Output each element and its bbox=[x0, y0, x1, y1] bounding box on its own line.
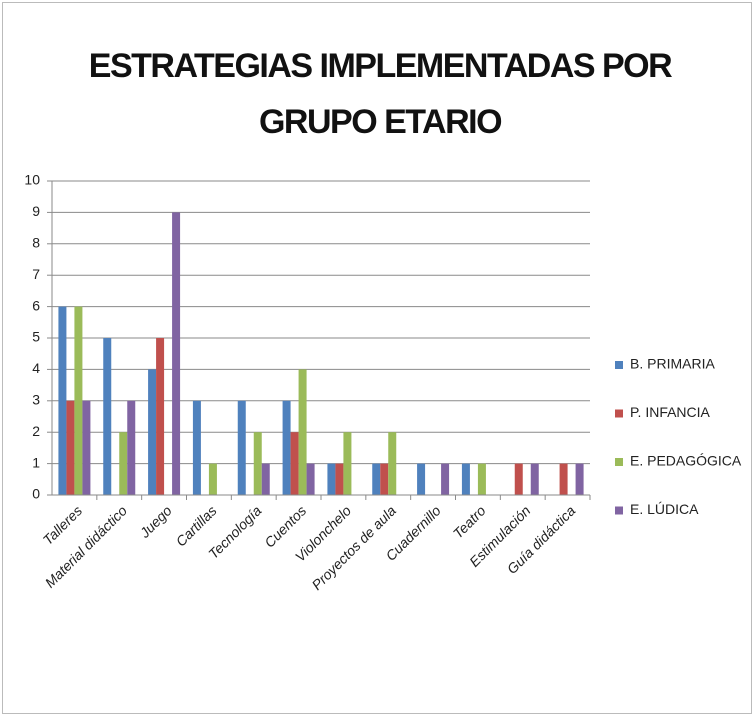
bar bbox=[237, 400, 246, 495]
y-tick-label: 10 bbox=[24, 172, 40, 188]
bar bbox=[58, 306, 67, 495]
bar bbox=[298, 369, 307, 495]
bar bbox=[192, 400, 201, 495]
legend-swatch bbox=[615, 458, 623, 466]
bar bbox=[477, 463, 486, 495]
y-tick-label: 8 bbox=[32, 235, 40, 251]
bar bbox=[282, 400, 291, 495]
bar bbox=[417, 463, 426, 495]
y-tick-label: 5 bbox=[32, 329, 40, 345]
bar bbox=[261, 463, 270, 495]
bar bbox=[103, 338, 112, 495]
x-tick-label: Teatro bbox=[450, 502, 489, 541]
bar bbox=[74, 306, 83, 495]
x-tick-label: Juego bbox=[136, 502, 175, 541]
y-tick-label: 2 bbox=[32, 423, 40, 439]
x-tick-label: Talleres bbox=[40, 502, 86, 548]
bar bbox=[66, 400, 75, 495]
legend-label: P. INFANCIA bbox=[630, 404, 711, 420]
bar bbox=[156, 338, 165, 495]
legend-label: E. PEDAGÓGICA bbox=[630, 453, 742, 469]
bar bbox=[441, 463, 450, 495]
bar bbox=[290, 432, 299, 495]
bar bbox=[127, 400, 136, 495]
bar bbox=[148, 369, 157, 495]
bar bbox=[335, 463, 344, 495]
y-tick-label: 7 bbox=[32, 266, 40, 282]
x-tick-label: Material didáctico bbox=[42, 502, 130, 590]
y-tick-label: 3 bbox=[32, 392, 40, 408]
bar bbox=[559, 463, 568, 495]
bar bbox=[530, 463, 539, 495]
y-tick-label: 1 bbox=[32, 454, 40, 470]
bar bbox=[514, 463, 523, 495]
y-tick-label: 6 bbox=[32, 297, 40, 313]
y-tick-label: 0 bbox=[32, 486, 40, 502]
bar bbox=[380, 463, 389, 495]
legend-swatch bbox=[615, 361, 623, 369]
legend-swatch bbox=[615, 506, 623, 515]
legend-label: B. PRIMARIA bbox=[630, 356, 715, 372]
bar bbox=[343, 432, 352, 495]
bar bbox=[172, 212, 181, 495]
bar bbox=[119, 432, 128, 495]
bar bbox=[388, 432, 397, 495]
y-tick-label: 4 bbox=[32, 360, 40, 376]
bar bbox=[253, 432, 262, 495]
bar bbox=[82, 400, 91, 495]
bar bbox=[306, 463, 315, 495]
bar bbox=[575, 463, 584, 495]
x-tick-label: Proyectos de aula bbox=[308, 502, 399, 593]
chart-title: ESTRATEGIAS IMPLEMENTADAS POR GRUPO ETAR… bbox=[88, 47, 673, 141]
legend-label: E. LÚDICA bbox=[630, 501, 699, 517]
bar bbox=[208, 463, 217, 495]
bar bbox=[372, 463, 381, 495]
bar bbox=[327, 463, 336, 495]
legend-swatch bbox=[615, 409, 623, 418]
y-tick-label: 9 bbox=[32, 203, 40, 219]
bar bbox=[461, 463, 470, 495]
